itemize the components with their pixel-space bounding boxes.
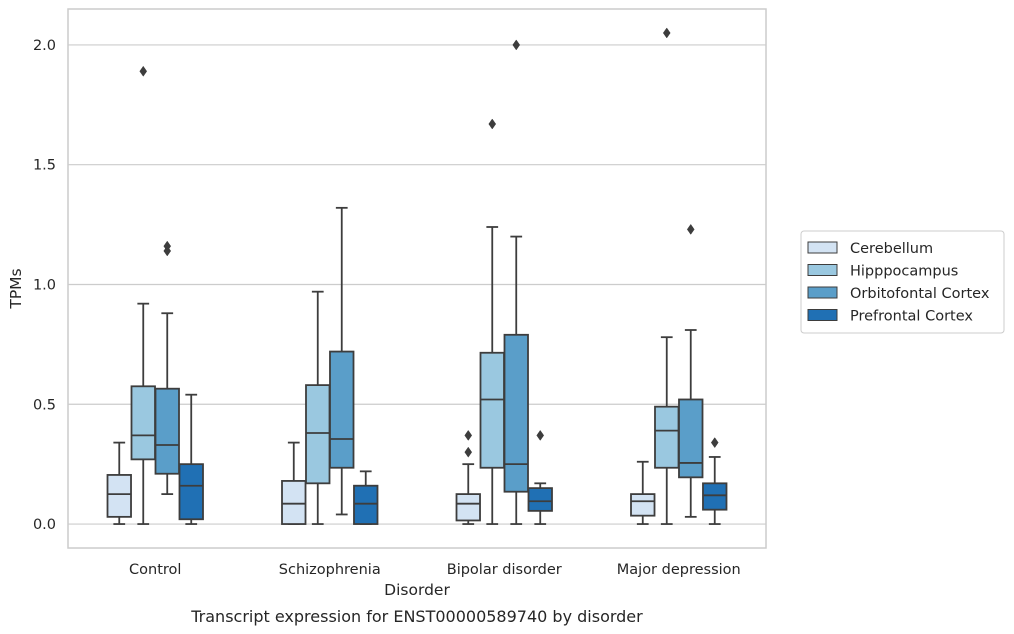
legend: Cerebellum Hipppocampus Orbitofontal Corte… — [800, 230, 1005, 334]
y-tick-label: 0.5 — [33, 397, 56, 413]
x-tick-label: Schizophrenia — [279, 562, 381, 578]
legend-label: Hipppocampus — [850, 264, 958, 280]
outlier-point — [686, 223, 695, 235]
outlier-point — [710, 437, 719, 449]
legend-swatch — [807, 309, 838, 321]
box-hipppocampus-1 — [305, 290, 331, 525]
boxes — [106, 27, 728, 525]
box-cerebellum-2 — [455, 429, 481, 525]
y-axis-ticks: 0.0 0.5 1.0 1.5 2.0 — [33, 38, 56, 533]
box-orbitofontal-cortex-3 — [678, 223, 704, 518]
box-body — [305, 384, 331, 485]
outlier-point — [163, 240, 172, 252]
gridlines — [68, 44, 766, 525]
outlier-point — [139, 65, 148, 77]
outlier-point — [488, 118, 497, 130]
y-axis-label: TPMs — [7, 268, 25, 309]
box-prefrontal-cortex-2 — [527, 429, 553, 525]
legend-label: Cerebellum — [850, 241, 933, 257]
box-cerebellum-1 — [281, 441, 307, 525]
y-tick-label: 1.0 — [33, 277, 56, 293]
x-tick-label: Bipolar disorder — [447, 562, 562, 578]
box-body — [281, 480, 307, 525]
box-body — [654, 405, 680, 469]
outlier-point — [464, 429, 473, 441]
x-axis-label: Disorder — [384, 581, 450, 599]
outlier-point — [536, 429, 545, 441]
legend-label: Prefrontal Cortex — [850, 309, 973, 325]
box-hipppocampus-0 — [130, 65, 156, 525]
box-hipppocampus-3 — [654, 27, 680, 525]
legend-swatch — [807, 264, 838, 276]
box-body — [630, 493, 656, 517]
box-body — [329, 350, 355, 469]
outlier-point — [464, 446, 473, 458]
legend-frame — [800, 230, 1005, 334]
x-tick-label: Control — [129, 562, 181, 578]
box-prefrontal-cortex-3 — [702, 437, 728, 525]
box-body — [106, 474, 132, 518]
outlier-point — [512, 39, 521, 51]
box-orbitofontal-cortex-0 — [154, 240, 180, 496]
outlier-point — [662, 27, 671, 39]
box-prefrontal-cortex-1 — [353, 470, 379, 525]
box-cerebellum-0 — [106, 441, 132, 525]
y-tick-label: 0.0 — [33, 517, 56, 533]
box-body — [678, 398, 704, 479]
box-body — [353, 484, 379, 525]
box-body — [154, 387, 180, 475]
box-body — [503, 333, 529, 493]
box-body — [527, 487, 553, 512]
y-tick-label: 2.0 — [33, 38, 56, 54]
figure-caption: Transcript expression for ENST0000058974… — [190, 607, 643, 626]
box-orbitofontal-cortex-2 — [503, 39, 529, 525]
box-body — [130, 385, 156, 461]
legend-label: Orbitofontal Cortex — [850, 286, 990, 302]
box-body — [178, 463, 204, 521]
x-tick-label: Major depression — [617, 562, 741, 578]
box-body — [702, 482, 728, 511]
legend-swatch — [807, 241, 838, 254]
x-axis-ticks: Control Schizophrenia Bipolar disorder Majo… — [129, 562, 741, 578]
box-orbitofontal-cortex-1 — [329, 206, 355, 516]
box-body — [455, 493, 481, 522]
box-body — [479, 351, 505, 469]
box-cerebellum-3 — [630, 460, 656, 525]
y-tick-label: 1.5 — [33, 158, 56, 174]
legend-swatch — [807, 286, 838, 299]
box-prefrontal-cortex-0 — [178, 393, 204, 525]
box-hipppocampus-2 — [479, 118, 505, 525]
plot-area-frame — [67, 8, 767, 549]
